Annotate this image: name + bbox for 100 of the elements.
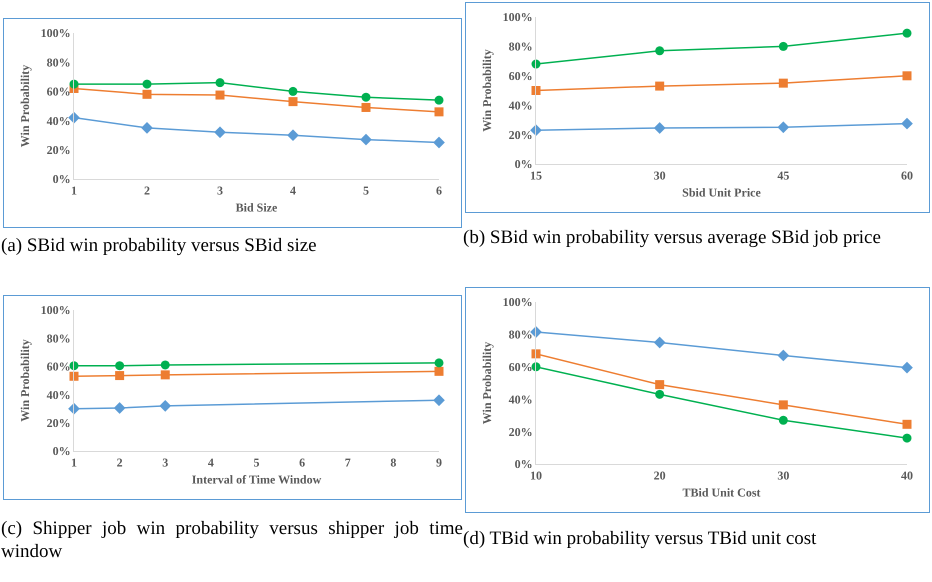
- y-tick-label: 100%: [502, 10, 533, 24]
- text: (d) TBid win probability versus TBid unit cost: [463, 527, 818, 550]
- y-tick-label: 40%: [46, 388, 71, 402]
- y-tick-label: 0%: [514, 157, 533, 172]
- text: (c) Shipper job win probability versus shipper job time window: [1, 517, 463, 563]
- point: [115, 371, 124, 380]
- x-tick-label: 3: [217, 183, 223, 198]
- y-tick-label: 40%: [46, 114, 71, 128]
- point: [362, 102, 370, 112]
- point: [433, 136, 445, 148]
- x-tick-label: 2: [116, 455, 123, 470]
- y-tick-label: 80%: [508, 328, 533, 342]
- point: [655, 380, 664, 390]
- x-tick-label: 45: [777, 168, 790, 182]
- point: [655, 82, 664, 91]
- point: [434, 366, 444, 376]
- y-tick-label: 40%: [508, 392, 533, 406]
- y-tick-label: 40%: [508, 98, 533, 112]
- point: [901, 118, 913, 130]
- x-tick-label: 8: [390, 455, 396, 470]
- y-axis-title: Win Probability: [480, 342, 494, 424]
- point: [654, 336, 666, 348]
- point: [159, 400, 172, 412]
- point: [778, 416, 788, 425]
- point: [778, 78, 788, 88]
- x-tick-label: 10: [530, 468, 542, 482]
- x-axis-title: Bid Size: [236, 200, 278, 214]
- y-tick-label: 0%: [52, 172, 71, 186]
- point: [287, 129, 299, 142]
- x-tick-label: 2: [144, 183, 150, 198]
- point: [655, 46, 664, 56]
- point: [142, 90, 152, 99]
- x-tick-label: 6: [299, 455, 306, 470]
- x-axis-title: TBid Unit Cost: [682, 485, 761, 500]
- point: [902, 71, 912, 80]
- y-tick-label: 0%: [52, 444, 71, 458]
- y-tick-label: 20%: [46, 143, 71, 157]
- point: [214, 126, 226, 138]
- point: [360, 134, 372, 146]
- text: (b) SBid win probability versus average SBid job price: [463, 226, 882, 249]
- point: [115, 361, 124, 370]
- point: [777, 121, 790, 134]
- y-tick-label: 100%: [502, 295, 533, 310]
- x-tick-label: 15: [530, 168, 542, 182]
- y-tick-label: 100%: [40, 303, 71, 318]
- x-tick-label: 6: [436, 183, 442, 198]
- x-tick-label: 30: [654, 168, 666, 182]
- x-tick-label: 4: [208, 455, 214, 470]
- point: [902, 28, 912, 38]
- x-tick-label: 3: [162, 455, 168, 470]
- x-axis-title: Interval of Time Window: [192, 472, 322, 486]
- point: [778, 42, 788, 51]
- point: [902, 420, 912, 429]
- x-tick-label: 40: [901, 468, 913, 482]
- point: [141, 122, 153, 134]
- y-tick-label: 80%: [508, 40, 533, 54]
- point: [160, 370, 170, 380]
- y-axis-title: Win Probability: [18, 339, 32, 422]
- x-tick-label: 7: [344, 455, 351, 470]
- x-tick-label: 30: [777, 468, 790, 482]
- point: [216, 78, 224, 88]
- point: [434, 96, 444, 105]
- x-tick-label: 5: [254, 455, 260, 470]
- x-tick-label: 60: [901, 168, 913, 182]
- y-tick-label: 60%: [508, 360, 533, 374]
- point: [901, 362, 913, 374]
- text: (a) SBid win probability versus SBid size: [1, 235, 317, 256]
- y-axis-title: Win Probability: [18, 64, 32, 148]
- point: [160, 360, 170, 370]
- point: [288, 86, 298, 96]
- y-axis-title: Win Probability: [480, 49, 494, 132]
- point: [362, 92, 370, 102]
- x-tick-label: 1: [71, 183, 77, 198]
- y-tick-label: 60%: [46, 360, 71, 374]
- y-tick-label: 80%: [46, 331, 71, 346]
- point: [902, 434, 912, 443]
- x-tick-label: 9: [436, 455, 442, 470]
- x-tick-label: 1: [71, 455, 77, 470]
- x-tick-label: 5: [363, 183, 369, 198]
- x-tick-label: 4: [290, 183, 296, 198]
- point: [433, 394, 445, 406]
- y-tick-label: 60%: [46, 84, 71, 99]
- point: [434, 358, 444, 368]
- y-tick-label: 60%: [508, 69, 533, 83]
- point: [655, 390, 664, 399]
- point: [778, 400, 788, 410]
- point: [434, 107, 444, 116]
- y-tick-label: 80%: [46, 55, 71, 70]
- point: [114, 402, 126, 414]
- x-axis-title: Sbid Unit Price: [682, 185, 762, 200]
- point: [142, 80, 152, 89]
- y-tick-label: 20%: [46, 416, 71, 430]
- point: [654, 122, 666, 134]
- point: [777, 350, 790, 362]
- y-tick-label: 20%: [508, 128, 533, 142]
- point: [288, 97, 298, 106]
- y-tick-label: 0%: [514, 457, 533, 472]
- y-tick-label: 100%: [40, 26, 71, 40]
- x-tick-label: 20: [654, 468, 666, 482]
- y-tick-label: 20%: [508, 424, 533, 439]
